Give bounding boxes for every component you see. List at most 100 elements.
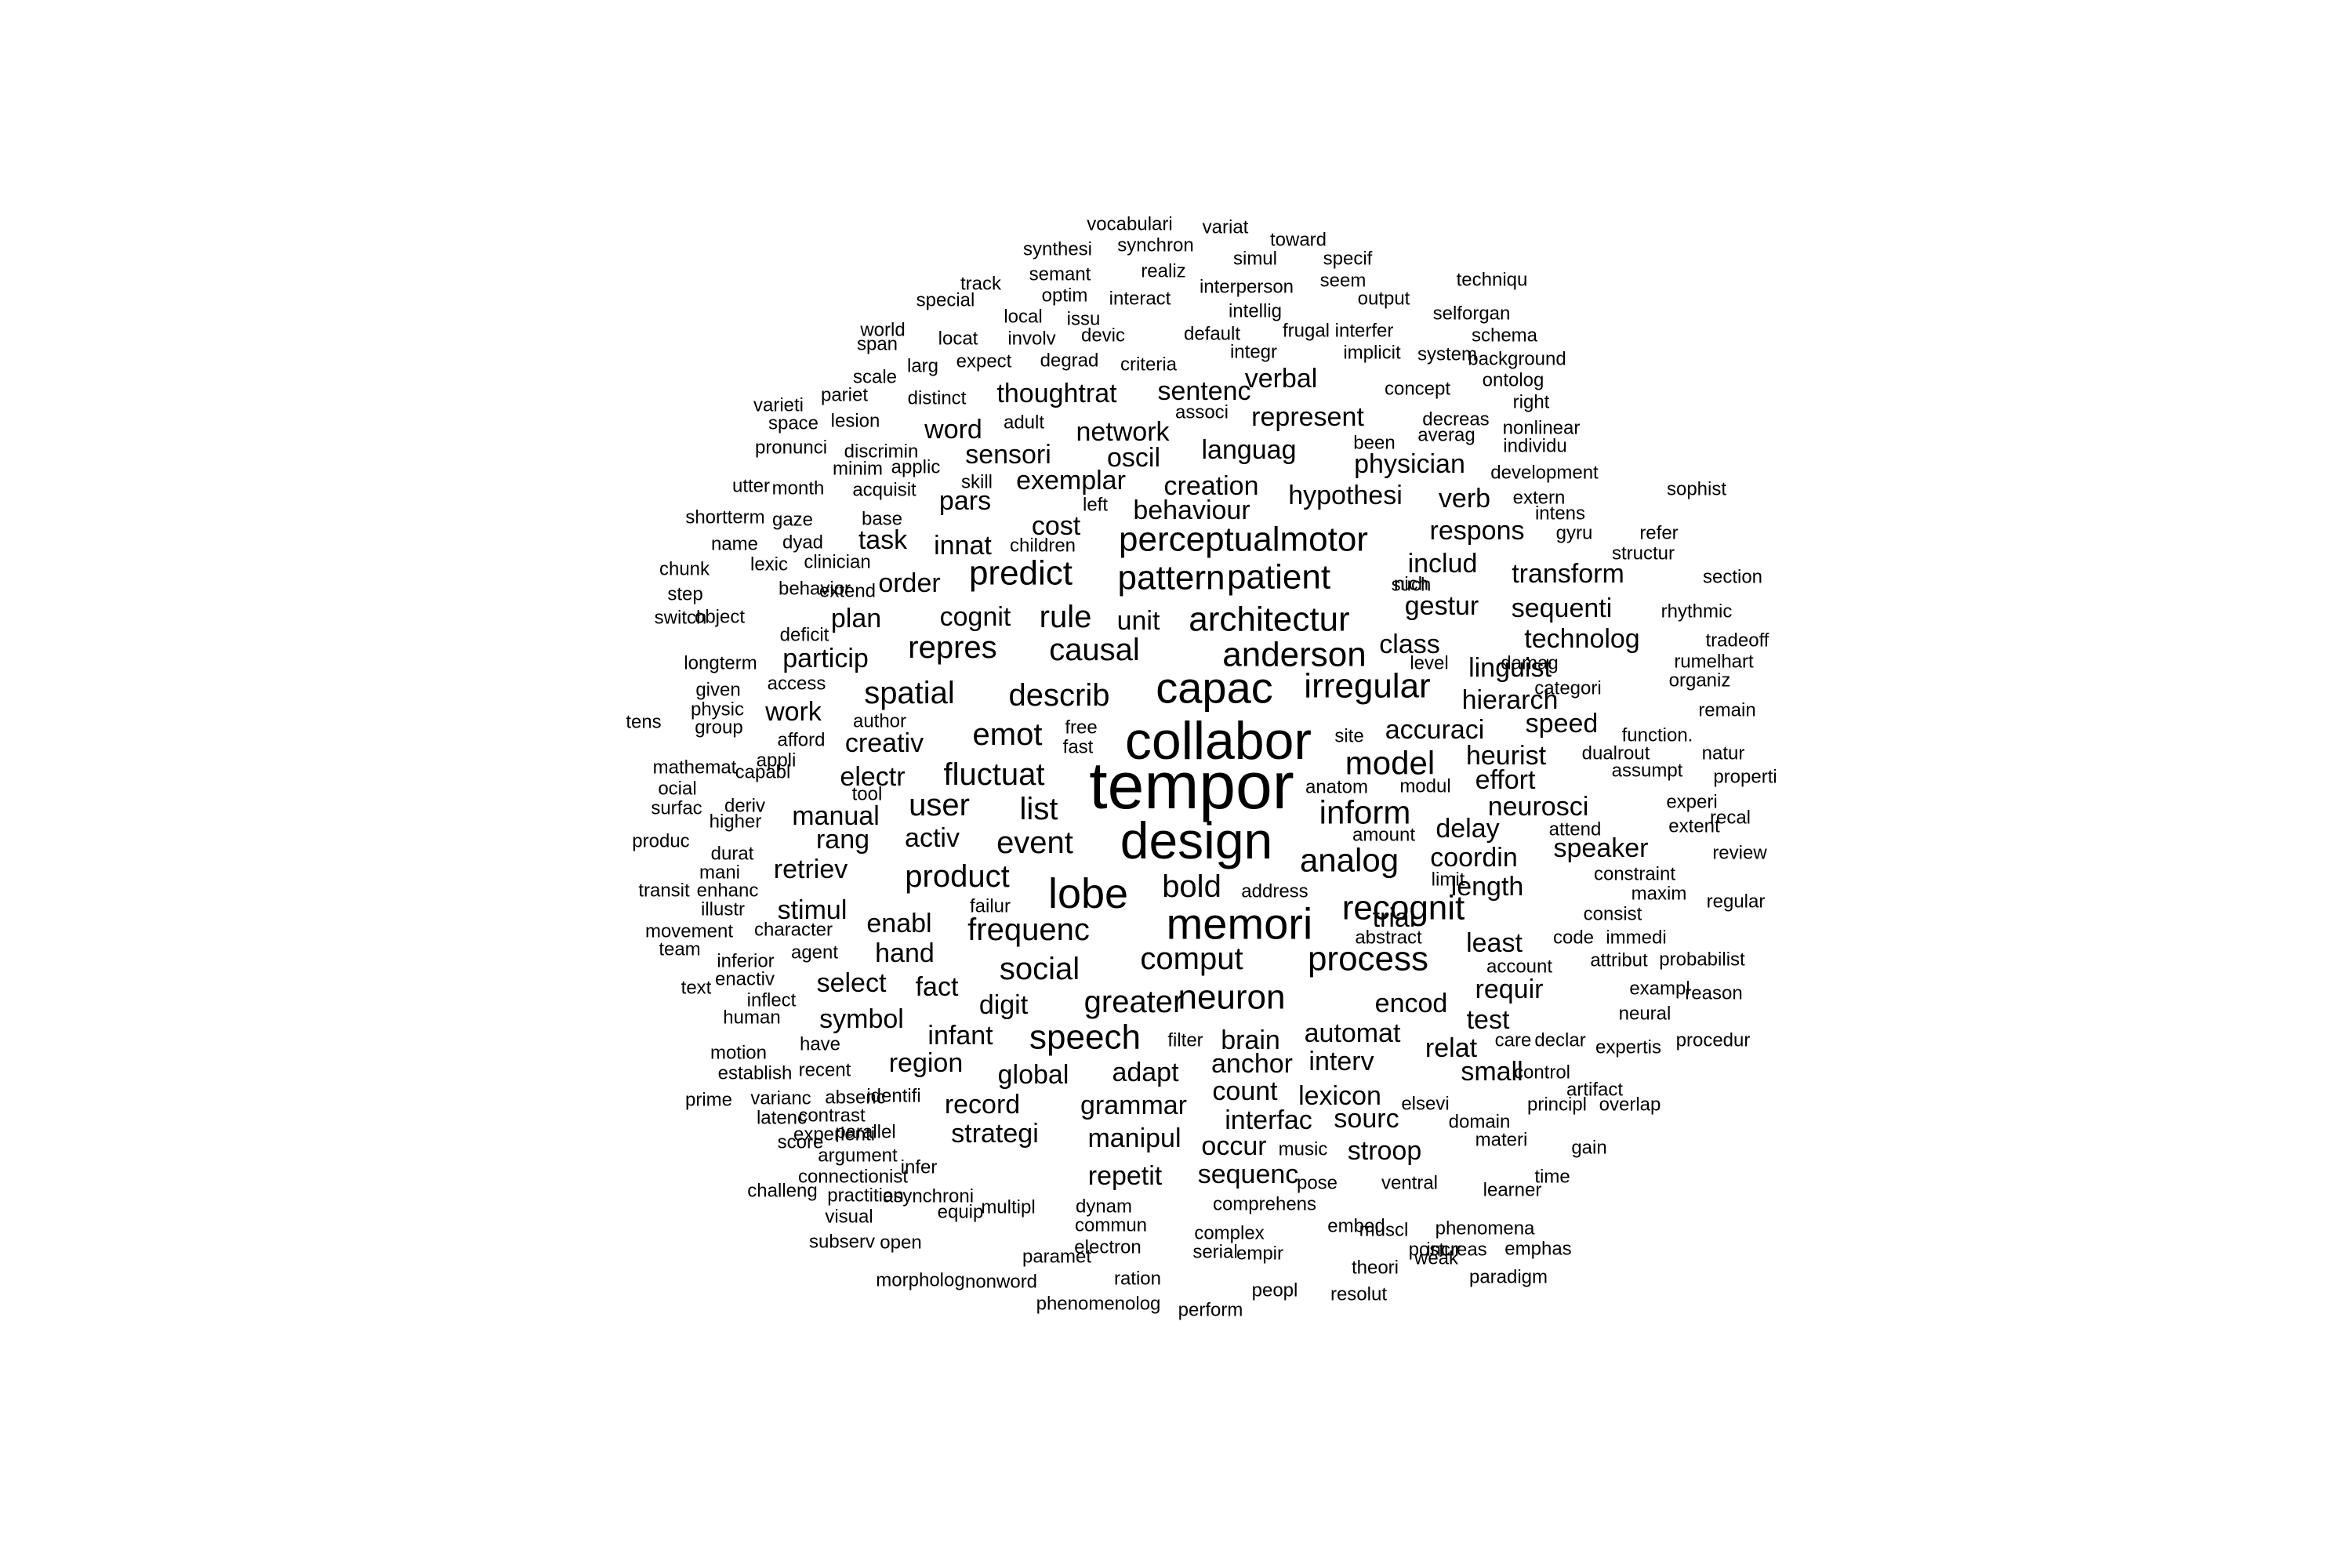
cloud-word: minim — [833, 459, 883, 480]
cloud-word: review — [1712, 843, 1767, 864]
cloud-word: strategi — [951, 1119, 1039, 1149]
cloud-word: interperson — [1200, 277, 1294, 298]
cloud-word: elsevi — [1401, 1094, 1449, 1115]
cloud-word: chunk — [659, 559, 710, 580]
cloud-word: count — [1212, 1076, 1278, 1106]
cloud-word: inferior — [717, 951, 774, 972]
cloud-word: ventral — [1381, 1173, 1438, 1194]
cloud-word: neuron — [1178, 978, 1285, 1017]
cloud-word: resolut — [1330, 1284, 1387, 1305]
cloud-word: occur — [1201, 1131, 1266, 1161]
cloud-word: increas — [1426, 1240, 1486, 1261]
cloud-word: repetit — [1088, 1161, 1163, 1191]
cloud-word: capabl — [735, 762, 791, 783]
cloud-word: deriv — [724, 796, 765, 817]
cloud-word: abstract — [1355, 927, 1422, 949]
cloud-word: behaviour — [1133, 495, 1250, 525]
cloud-word: principl — [1527, 1094, 1587, 1116]
cloud-word: patient — [1227, 558, 1330, 597]
cloud-word: exampl — [1629, 978, 1690, 1000]
cloud-word: plan — [831, 604, 881, 633]
cloud-word: surfac — [651, 798, 702, 819]
cloud-word: verb — [1439, 484, 1490, 514]
cloud-word: sentenc — [1157, 376, 1250, 406]
cloud-word: digit — [979, 990, 1029, 1020]
cloud-word: infer — [901, 1157, 938, 1178]
cloud-word: nonlinear — [1503, 418, 1581, 439]
cloud-word: vocabulari — [1087, 214, 1172, 235]
cloud-word: human — [723, 1007, 780, 1029]
cloud-word: right — [1513, 392, 1550, 413]
cloud-word: world — [859, 320, 905, 341]
cloud-word: limit — [1432, 869, 1465, 891]
cloud-word: base — [862, 509, 902, 530]
cloud-word: have — [800, 1034, 840, 1055]
cloud-word: agent — [791, 942, 838, 964]
cloud-word: properti — [1713, 767, 1777, 788]
cloud-word: global — [998, 1060, 1069, 1090]
cloud-word: mani — [699, 862, 740, 884]
cloud-word: ration — [1114, 1269, 1161, 1290]
cloud-word: seem — [1320, 270, 1367, 292]
cloud-word: list — [1020, 792, 1058, 826]
cloud-word: sensori — [965, 440, 1051, 470]
cloud-word: appli — [757, 750, 797, 771]
cloud-word: innat — [934, 531, 992, 561]
cloud-word: respons — [1430, 516, 1525, 546]
cloud-word: system — [1417, 344, 1477, 365]
cloud-word: interv — [1308, 1047, 1374, 1076]
cloud-word: filter — [1167, 1030, 1203, 1051]
cloud-word: section — [1703, 567, 1762, 588]
cloud-word: heurist — [1466, 741, 1547, 771]
cloud-word: stroop — [1348, 1136, 1422, 1166]
cloud-word: ontolog — [1483, 370, 1544, 391]
cloud-word: challeng — [747, 1181, 817, 1202]
cloud-word: track — [960, 274, 1002, 295]
cloud-word: capac — [1156, 663, 1272, 713]
cloud-word: sequenc — [1198, 1160, 1299, 1189]
cloud-word: tradeoff — [1706, 630, 1769, 652]
cloud-word: lexic — [750, 554, 788, 575]
cloud-word: postur — [1409, 1240, 1461, 1261]
cloud-word: pose — [1297, 1173, 1338, 1194]
cloud-word: test — [1467, 1005, 1510, 1035]
cloud-word: transit — [638, 880, 690, 902]
cloud-word: adapt — [1112, 1058, 1179, 1087]
cloud-word: semant — [1029, 264, 1091, 285]
cloud-word: produc — [632, 831, 689, 852]
cloud-word: tool — [852, 784, 883, 805]
cloud-word: rhythmic — [1661, 601, 1733, 622]
cloud-word: accuraci — [1385, 715, 1485, 745]
cloud-word: trial — [1373, 903, 1416, 933]
cloud-word: extent — [1668, 816, 1720, 837]
cloud-word: space — [768, 413, 818, 434]
cloud-word: argument — [818, 1145, 898, 1167]
cloud-word: been — [1353, 433, 1395, 454]
cloud-word: devic — [1081, 325, 1125, 347]
cloud-word: special — [916, 290, 975, 311]
cloud-word: natur — [1702, 743, 1745, 764]
cloud-word: techniqu — [1457, 270, 1528, 291]
cloud-word: irregular — [1304, 667, 1430, 706]
cloud-word: task — [858, 525, 908, 555]
cloud-word: attribut — [1590, 950, 1648, 971]
cloud-word: spatial — [864, 676, 955, 710]
cloud-word: empir — [1236, 1243, 1283, 1265]
cloud-word: recal — [1710, 808, 1751, 829]
cloud-word: frequenc — [967, 913, 1090, 947]
cloud-word: behavior — [779, 579, 851, 600]
cloud-word: architectur — [1189, 601, 1349, 639]
cloud-word: concept — [1385, 379, 1450, 400]
cloud-word: phenomena — [1436, 1218, 1535, 1240]
cloud-word: electron — [1074, 1237, 1141, 1258]
cloud-word: care — [1495, 1030, 1532, 1051]
cloud-word: name — [711, 534, 758, 555]
cloud-word: experi — [1666, 792, 1717, 813]
cloud-word: infant — [927, 1021, 993, 1051]
cloud-word: frugal — [1283, 321, 1330, 342]
cloud-word: motion — [710, 1043, 767, 1064]
cloud-word: specif — [1323, 249, 1373, 270]
cloud-word: access — [768, 673, 826, 695]
cloud-word: switch — [655, 608, 707, 629]
cloud-word: intens — [1535, 503, 1585, 524]
